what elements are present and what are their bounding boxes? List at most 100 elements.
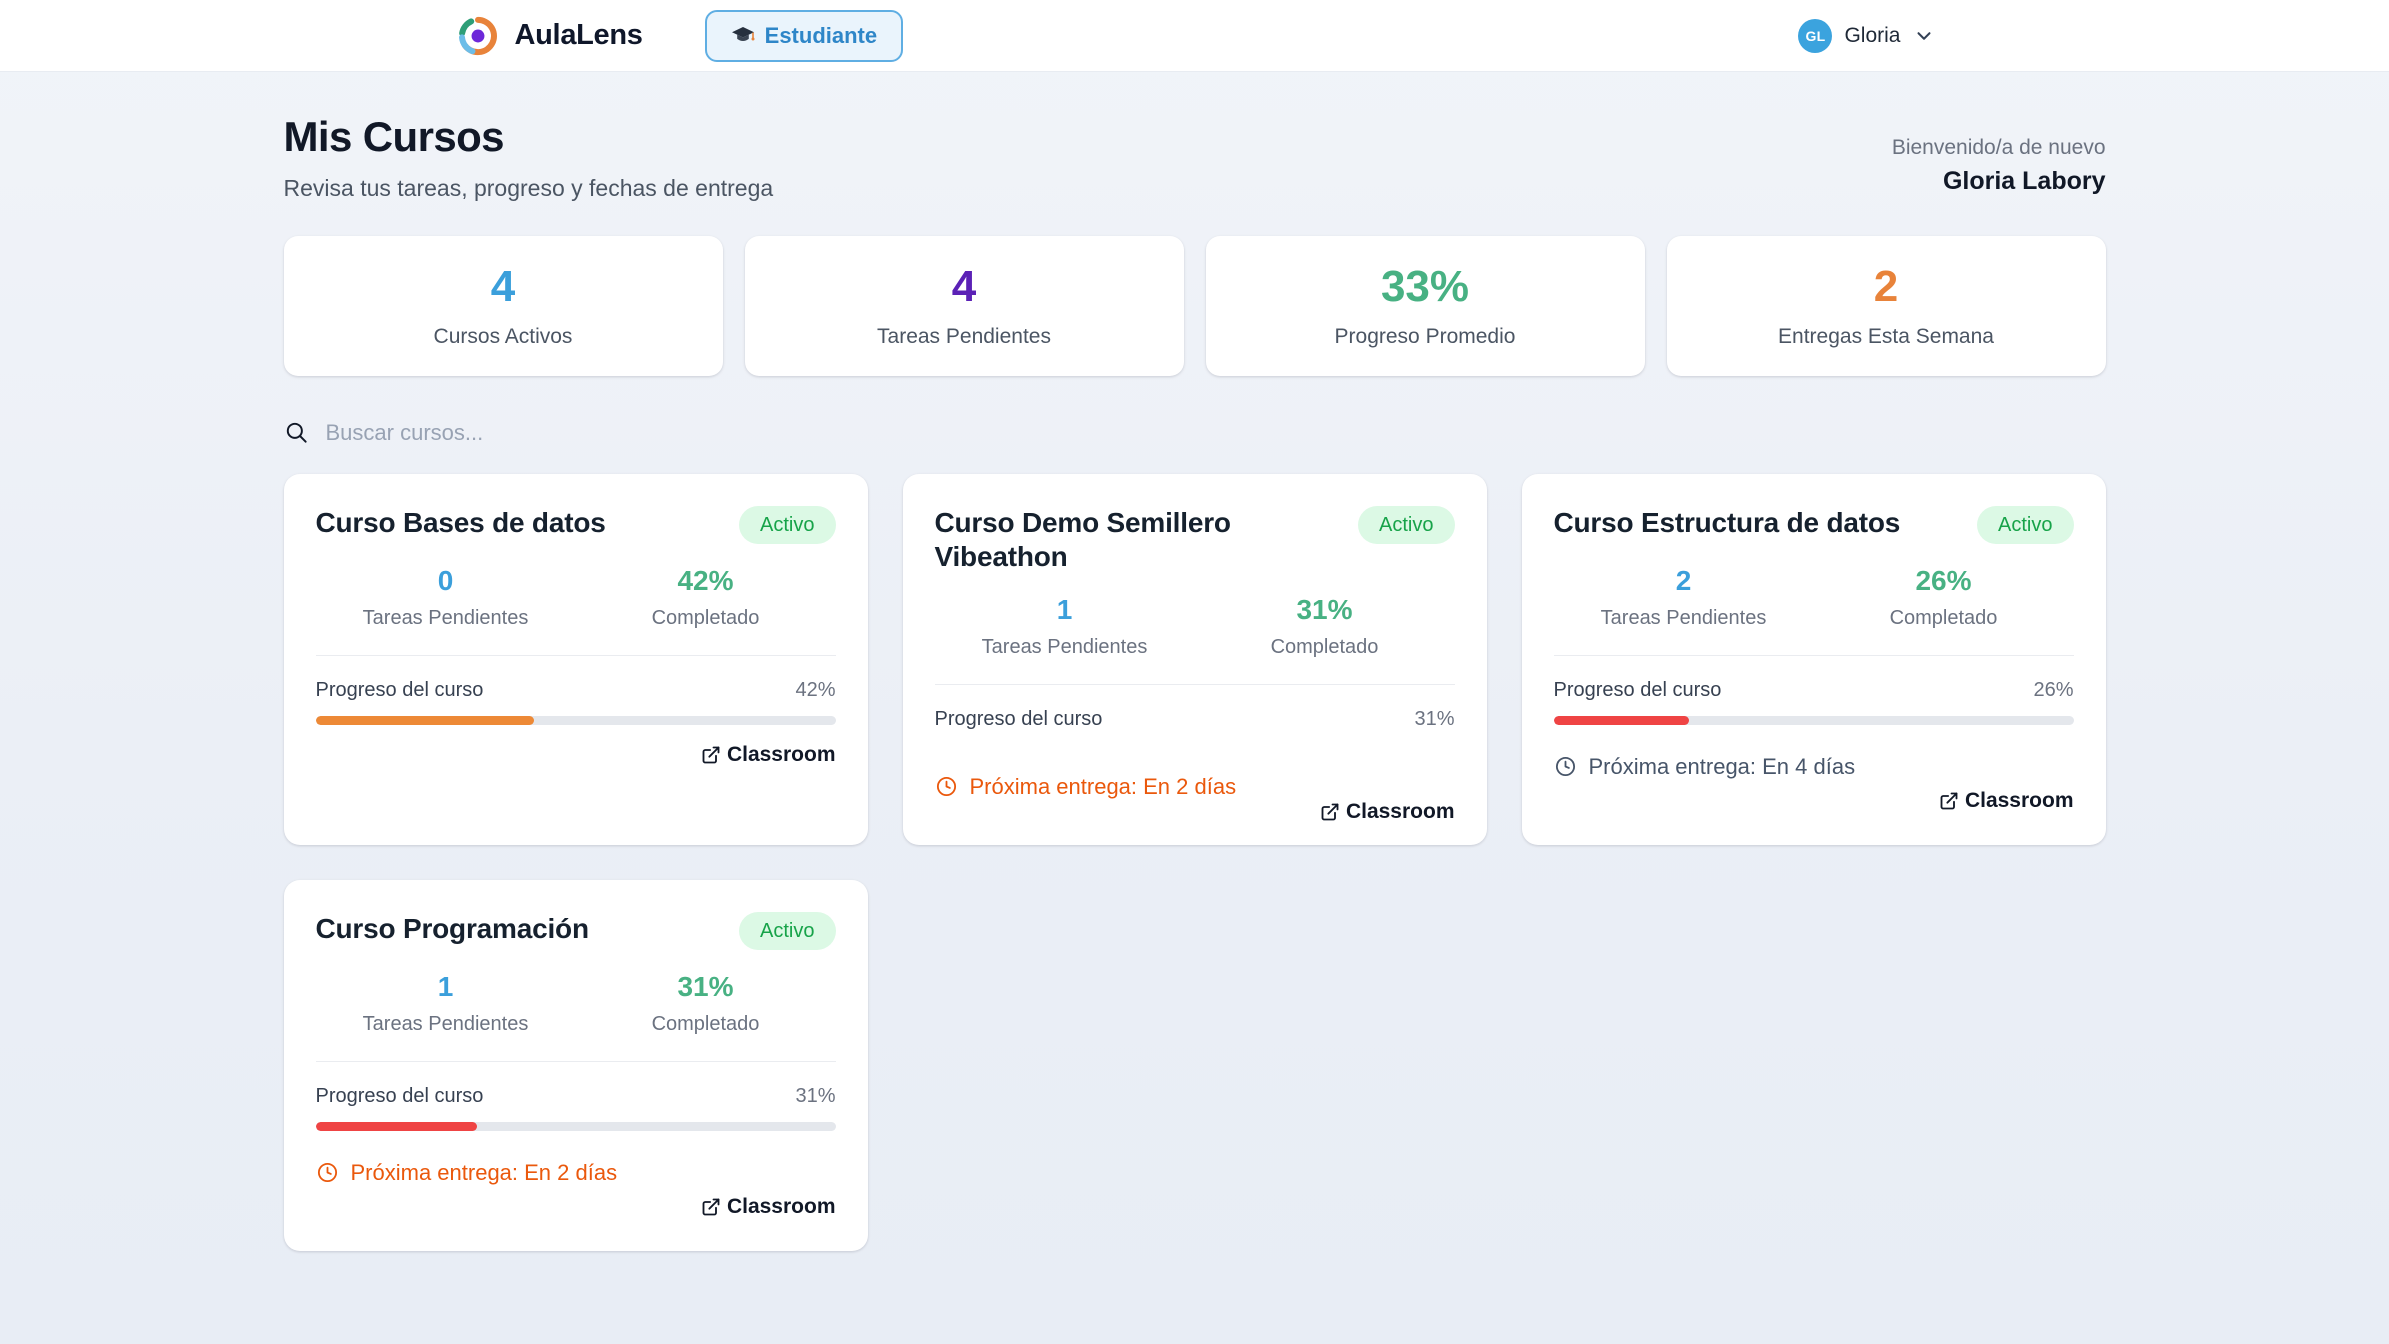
progress-fill <box>316 1122 477 1131</box>
classroom-link[interactable]: Classroom <box>701 743 836 767</box>
welcome-user-name: Gloria Labory <box>1892 167 2106 196</box>
pending-count: 1 <box>935 593 1195 627</box>
stat-card: 4 Cursos Activos <box>284 236 723 376</box>
divider <box>1554 655 2074 656</box>
classroom-label: Classroom <box>1346 800 1455 824</box>
search-bar <box>284 420 2106 446</box>
completed-label: Completado <box>1195 636 1455 659</box>
classroom-label: Classroom <box>1965 789 2074 813</box>
divider <box>316 655 836 656</box>
clock-icon <box>316 1161 339 1184</box>
deadline: Próxima entrega: En 4 días <box>1554 754 2074 780</box>
main-content: Mis Cursos Revisa tus tareas, progreso y… <box>284 72 2106 1251</box>
stat-card: 4 Tareas Pendientes <box>745 236 1184 376</box>
pending-label: Tareas Pendientes <box>316 607 576 630</box>
course-title: Curso Programación <box>316 912 589 946</box>
clock-icon <box>1554 755 1577 778</box>
external-link-icon <box>1939 791 1959 811</box>
role-badge-button[interactable]: Estudiante <box>705 10 903 62</box>
deadline-text: Próxima entrega: En 2 días <box>351 1160 618 1186</box>
completed-percent: 26% <box>1814 564 2074 598</box>
app-logo-icon <box>455 13 501 59</box>
external-link-icon <box>701 745 721 765</box>
course-grid: Curso Bases de datos Activo 0 Tareas Pen… <box>284 474 2106 1251</box>
role-badge-label: Estudiante <box>765 23 877 49</box>
classroom-link[interactable]: Classroom <box>701 1195 836 1219</box>
avatar: GL <box>1798 19 1832 53</box>
course-card: Curso Demo Semillero Vibeathon Activo 1 … <box>903 474 1487 845</box>
clock-icon <box>935 775 958 798</box>
app-name: AulaLens <box>515 19 643 52</box>
course-title: Curso Estructura de datos <box>1554 506 1901 540</box>
classroom-label: Classroom <box>727 743 836 767</box>
graduation-cap-icon <box>731 24 755 48</box>
course-card: Curso Estructura de datos Activo 2 Tarea… <box>1522 474 2106 845</box>
progress-percent: 26% <box>2033 679 2073 702</box>
progress-percent: 42% <box>795 679 835 702</box>
search-icon <box>284 420 310 446</box>
progress-bar <box>316 716 836 725</box>
classroom-link[interactable]: Classroom <box>1320 800 1455 824</box>
completed-label: Completado <box>576 1013 836 1036</box>
page-subtitle: Revisa tus tareas, progreso y fechas de … <box>284 175 774 202</box>
external-link-icon <box>701 1197 721 1217</box>
stats-row: 4 Cursos Activos 4 Tareas Pendientes 33%… <box>284 236 2106 376</box>
welcome-label: Bienvenido/a de nuevo <box>1892 136 2106 160</box>
stat-label: Progreso Promedio <box>1335 325 1516 349</box>
progress-label: Progreso del curso <box>316 1085 484 1108</box>
status-badge: Activo <box>739 506 835 544</box>
pending-label: Tareas Pendientes <box>935 636 1195 659</box>
progress-label: Progreso del curso <box>935 708 1103 731</box>
stat-value: 2 <box>1874 263 1898 311</box>
divider <box>935 684 1455 685</box>
brand: AulaLens <box>455 13 643 59</box>
deadline: Próxima entrega: En 2 días <box>316 1160 836 1186</box>
progress-percent: 31% <box>1414 708 1454 731</box>
completed-label: Completado <box>576 607 836 630</box>
completed-label: Completado <box>1814 607 2074 630</box>
stat-card: 2 Entregas Esta Semana <box>1667 236 2106 376</box>
course-title: Curso Bases de datos <box>316 506 606 540</box>
status-badge: Activo <box>1358 506 1454 544</box>
stat-value: 4 <box>952 263 976 311</box>
stat-label: Entregas Esta Semana <box>1778 325 1994 349</box>
pending-count: 2 <box>1554 564 1814 598</box>
welcome-block: Bienvenido/a de nuevo Gloria Labory <box>1892 114 2106 196</box>
status-badge: Activo <box>1977 506 2073 544</box>
pending-count: 0 <box>316 564 576 598</box>
deadline-text: Próxima entrega: En 2 días <box>970 774 1237 800</box>
deadline: Próxima entrega: En 2 días <box>935 774 1455 800</box>
completed-percent: 42% <box>576 564 836 598</box>
progress-fill <box>316 716 534 725</box>
classroom-link[interactable]: Classroom <box>1939 789 2074 813</box>
course-card: Curso Programación Activo 1 Tareas Pendi… <box>284 880 868 1251</box>
progress-percent: 31% <box>795 1085 835 1108</box>
chevron-down-icon <box>1913 25 1935 47</box>
user-menu[interactable]: GL Gloria <box>1798 19 1934 53</box>
pending-count: 1 <box>316 970 576 1004</box>
completed-percent: 31% <box>576 970 836 1004</box>
search-input[interactable] <box>326 420 966 446</box>
external-link-icon <box>1320 802 1340 822</box>
progress-bar <box>316 1122 836 1131</box>
deadline-text: Próxima entrega: En 4 días <box>1589 754 1856 780</box>
app-header: AulaLens Estudiante GL Gloria <box>0 0 2389 72</box>
status-badge: Activo <box>739 912 835 950</box>
stat-label: Cursos Activos <box>434 325 573 349</box>
stat-value: 4 <box>491 263 515 311</box>
divider <box>316 1061 836 1062</box>
progress-label: Progreso del curso <box>316 679 484 702</box>
pending-label: Tareas Pendientes <box>316 1013 576 1036</box>
stat-value: 33% <box>1381 263 1469 311</box>
stat-card: 33% Progreso Promedio <box>1206 236 1645 376</box>
classroom-label: Classroom <box>727 1195 836 1219</box>
course-card: Curso Bases de datos Activo 0 Tareas Pen… <box>284 474 868 845</box>
pending-label: Tareas Pendientes <box>1554 607 1814 630</box>
completed-percent: 31% <box>1195 593 1455 627</box>
user-name: Gloria <box>1844 24 1900 48</box>
course-title: Curso Demo Semillero Vibeathon <box>935 506 1347 573</box>
progress-fill <box>1554 716 1689 725</box>
stat-label: Tareas Pendientes <box>877 325 1051 349</box>
progress-bar <box>1554 716 2074 725</box>
page-title: Mis Cursos <box>284 114 774 160</box>
